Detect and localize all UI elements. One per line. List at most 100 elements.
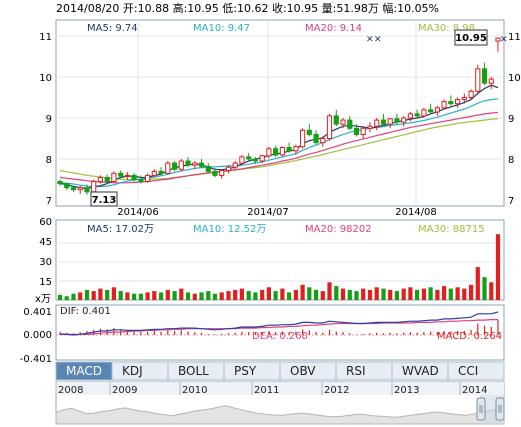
volume-bar	[287, 292, 292, 300]
volume-bar	[118, 291, 123, 300]
volume-bar	[172, 291, 177, 300]
navigator-year: 2013	[394, 385, 419, 396]
date-axis-tick: 2014/06	[117, 207, 159, 218]
candle-body	[347, 119, 353, 129]
candle-body	[367, 125, 373, 129]
candle-body	[70, 187, 77, 191]
candle-body	[313, 133, 319, 144]
candle-body	[475, 68, 481, 92]
tab-macd[interactable]: MACD	[55, 361, 113, 381]
header-summary: 2014/08/20 开:10.88 高:10.95 低:10.62 收:10.…	[56, 1, 439, 15]
candle-body	[286, 147, 292, 152]
tab-psy[interactable]: PSY	[223, 361, 281, 381]
tab-cci-bg[interactable]	[447, 361, 505, 381]
volume-bar	[475, 267, 480, 300]
candle-body	[172, 162, 178, 170]
event-marker-icon[interactable]: ✕	[500, 35, 508, 45]
candle-body	[212, 170, 218, 176]
candle-body	[151, 170, 157, 176]
volume-bar	[226, 291, 231, 300]
vol-ma20-label: MA20: 98202	[305, 224, 372, 235]
price-ytick-left: 7	[46, 196, 52, 207]
volume-bar	[327, 282, 332, 300]
tab-cci[interactable]: CCI	[447, 361, 505, 381]
candle-body	[387, 118, 393, 125]
volume-bar	[57, 294, 63, 300]
candle-body	[414, 113, 420, 117]
tab-boll[interactable]: BOLL	[167, 361, 225, 381]
volume-bar	[334, 286, 339, 300]
tab-rsi[interactable]: RSI	[335, 361, 393, 381]
volume-bar	[442, 286, 447, 300]
volume-bar	[132, 293, 137, 300]
event-marker-icon[interactable]: ✕	[374, 35, 382, 45]
vol-ytick: 30	[39, 257, 52, 268]
macd-histogram	[59, 319, 499, 335]
volume-bar	[495, 234, 501, 300]
vol-ma5-label: MA5: 17.02万	[87, 224, 154, 235]
candle-body	[306, 129, 312, 135]
volume-bar	[340, 288, 346, 300]
tab-kdj[interactable]: KDJ	[111, 361, 169, 381]
price-panel-frame	[55, 19, 505, 207]
volume-bar	[71, 293, 76, 300]
macd-ytick: 0.401	[23, 307, 52, 318]
timeline-navigator[interactable]: 2008 2009 2010 2011 2012 2013 2014	[55, 381, 505, 425]
candle-body	[84, 187, 90, 193]
candle-body	[225, 166, 232, 171]
volume-bar	[293, 289, 298, 300]
price-ytick-left: 8	[46, 155, 52, 166]
candle-body	[461, 97, 467, 101]
tab-wvad[interactable]: WVAD	[391, 361, 449, 381]
tab-rsi-label: RSI	[346, 364, 366, 378]
navigator-right-handle[interactable]	[495, 397, 505, 421]
volume-bar	[415, 289, 420, 300]
volume-bar	[381, 288, 386, 300]
candle-body	[333, 115, 339, 125]
volume-bar	[489, 282, 494, 300]
candle-body	[124, 174, 131, 177]
candle-body	[57, 181, 63, 185]
candle-body	[353, 127, 360, 136]
volume-bar	[152, 291, 157, 300]
macd-value-label: MACD: 0.264	[437, 331, 502, 342]
price-ytick-right: 9	[508, 114, 514, 125]
tab-obv[interactable]: OBV	[279, 361, 337, 381]
volume-bar	[246, 291, 251, 300]
candle-body	[232, 162, 238, 168]
candle-body	[239, 156, 245, 164]
macd-ytick: 0.000	[23, 330, 52, 341]
volume-bar	[347, 289, 352, 300]
vol-ytick: 45	[39, 237, 52, 248]
candle-body	[481, 68, 488, 84]
tab-obv-label: OBV	[290, 364, 316, 378]
price-ma5-label: MA5: 9.74	[87, 23, 138, 34]
vol-ytick: 15	[39, 277, 52, 288]
navigator-year: 2008	[58, 385, 83, 396]
volume-bar	[78, 292, 83, 300]
candle-body	[273, 148, 279, 156]
volume-bar	[179, 288, 184, 300]
volume-bar	[165, 289, 170, 300]
candle-body	[165, 162, 171, 174]
event-marker-icon[interactable]: ✕	[366, 35, 374, 45]
vol-ma30-label: MA30: 88715	[418, 224, 485, 235]
candle-body	[145, 174, 151, 182]
candle-body	[340, 119, 346, 125]
candle-body	[259, 155, 265, 162]
volume-bar	[91, 291, 96, 300]
price-ytick-right: 8	[508, 155, 514, 166]
macd-dea-line	[60, 318, 499, 335]
navigator-year: 2010	[182, 385, 207, 396]
callout-high-box	[454, 29, 488, 46]
price-ytick-right: 10	[508, 73, 521, 84]
candle-body	[326, 115, 333, 140]
volume-grid	[56, 242, 504, 282]
handle-right-grip[interactable]	[495, 397, 505, 421]
handle-left-grip[interactable]	[476, 397, 486, 421]
vol-ytick: 60	[39, 217, 52, 228]
volume-bar	[482, 277, 487, 300]
volume-bar	[64, 296, 69, 300]
navigator-left-handle[interactable]	[476, 397, 486, 421]
tab-boll-label: BOLL	[178, 364, 209, 378]
